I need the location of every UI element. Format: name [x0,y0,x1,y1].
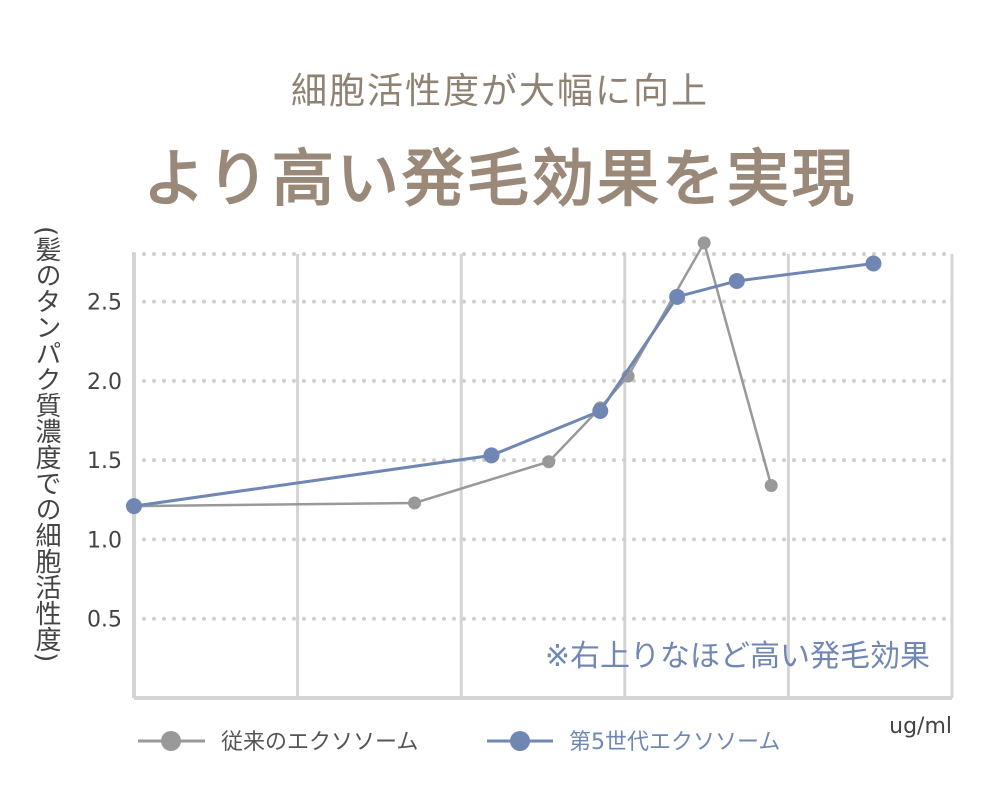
chart-grid [132,252,954,698]
chart-subtitle: 細胞活性度が大幅に向上 [290,71,709,112]
chart-series [126,236,882,515]
y-tick-label: 2.5 [87,291,122,316]
series-2 [126,255,882,515]
y-tick-label: 1.0 [87,528,122,553]
legend-swatch-marker [161,731,181,751]
data-point [126,498,142,515]
legend-item: 従来のエクソソーム [138,730,418,755]
data-point [483,447,500,464]
chart-annotation: ※右上りなほど高い発毛効果 [545,639,930,674]
y-tick-label: 0.5 [87,608,122,633]
data-point [592,402,609,419]
y-tick-label: 2.0 [87,370,122,395]
chart-axes [132,254,954,700]
x-axis-unit-label: ug/ml [889,714,952,739]
y-tick-labels: 0.5 1.0 1.5 2.0 2.5 [87,291,122,633]
legend-label: 第5世代エクソソーム [569,730,780,755]
data-point [408,496,422,510]
data-point [728,272,745,289]
y-axis-label: (髪のタンパク質濃度での細胞活性度) [31,226,61,663]
data-point [697,236,711,250]
series-line [133,239,773,508]
series-1 [127,236,778,513]
chart-title: より高い発毛効果を実現 [143,142,857,215]
data-point [669,288,686,305]
legend-item: 第5世代エクソソーム [487,730,780,755]
data-point [542,455,556,469]
series-line [133,262,874,508]
data-point [764,479,778,493]
y-tick-label: 1.5 [87,449,122,474]
chart-legend: 従来のエクソソーム 第5世代エクソソーム [138,730,780,755]
legend-swatch-marker [510,731,530,751]
legend-label: 従来のエクソソーム [221,730,418,755]
data-point [865,255,882,272]
